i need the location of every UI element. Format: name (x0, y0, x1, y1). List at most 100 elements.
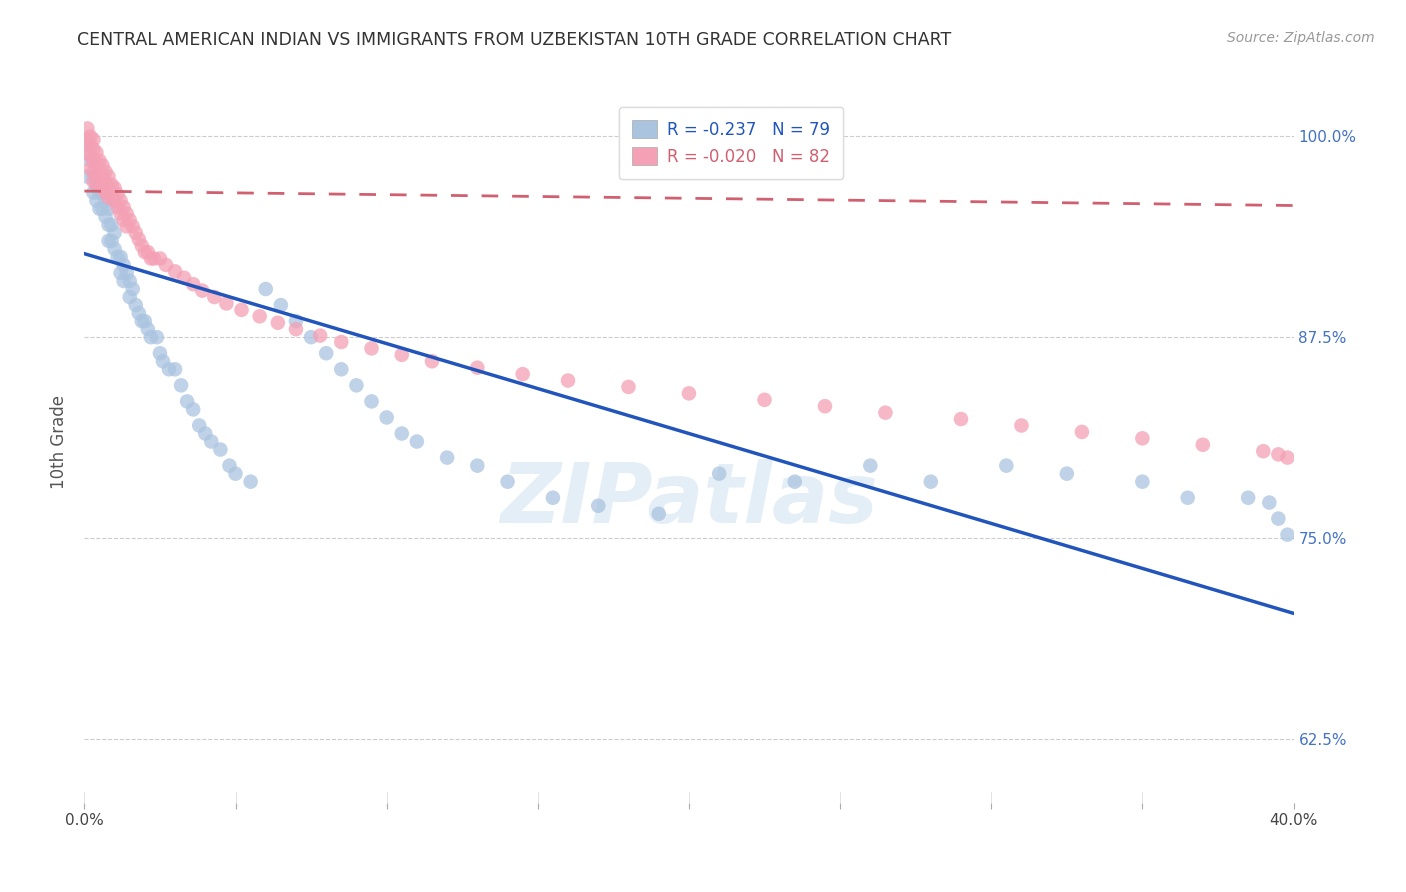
Point (299, 330, 322, 344)
Point (118, 290, 141, 304)
Point (754, 392, 776, 407)
Point (783, 475, 806, 489)
Point (97, 202, 120, 216)
Point (375, 410, 398, 425)
Point (202, 290, 225, 304)
Point (76, 169, 98, 184)
Point (94, 165, 117, 179)
Point (104, 242, 127, 256)
Legend: R = -0.237   N = 79, R = -0.020   N = 82: R = -0.237 N = 79, R = -0.020 N = 82 (619, 107, 844, 179)
Point (165, 264, 187, 278)
Point (496, 475, 519, 489)
Point (118, 274, 141, 288)
Point (1267, 511, 1289, 525)
Text: ZIPatlas: ZIPatlas (501, 458, 877, 540)
Point (94, 174, 117, 188)
Point (165, 362, 187, 376)
Point (100, 218, 122, 232)
Point (76, 137, 98, 152)
Point (1130, 431, 1153, 445)
Point (76, 133, 98, 147)
Point (128, 306, 150, 320)
Point (79, 137, 101, 152)
Point (121, 282, 143, 296)
Y-axis label: 10th Grade: 10th Grade (51, 394, 69, 489)
Point (134, 314, 156, 328)
Text: Source: ZipAtlas.com: Source: ZipAtlas.com (1227, 31, 1375, 45)
Point (100, 178, 122, 192)
Point (89, 174, 111, 188)
Point (91, 158, 114, 172)
Point (112, 200, 135, 214)
Point (218, 458, 240, 473)
Point (100, 189, 122, 203)
Point (285, 322, 308, 336)
Point (82, 169, 104, 184)
Point (191, 284, 214, 298)
Point (110, 194, 132, 208)
Point (149, 346, 172, 360)
Point (920, 475, 942, 489)
Point (1056, 467, 1078, 481)
Point (79, 129, 101, 144)
Point (97, 234, 120, 248)
Point (107, 187, 129, 202)
Point (86, 168, 108, 182)
Point (115, 206, 138, 220)
Point (112, 274, 135, 288)
Point (1071, 425, 1094, 439)
Point (82, 186, 104, 200)
Text: CENTRAL AMERICAN INDIAN VS IMMIGRANTS FROM UZBEKISTAN 10TH GRADE CORRELATION CHA: CENTRAL AMERICAN INDIAN VS IMMIGRANTS FR… (77, 31, 952, 49)
Point (170, 378, 193, 392)
Point (330, 334, 353, 349)
Point (97, 190, 120, 204)
Point (875, 406, 897, 420)
Point (91, 169, 114, 184)
Point (254, 282, 277, 296)
Point (107, 250, 129, 264)
Point (79, 161, 101, 176)
Point (1253, 444, 1275, 458)
Point (346, 378, 368, 392)
Point (155, 258, 177, 272)
Point (588, 499, 610, 513)
Point (94, 186, 117, 200)
Point (315, 346, 337, 360)
Point (82, 165, 104, 179)
Point (91, 202, 114, 216)
Point (115, 266, 138, 280)
Point (995, 458, 1018, 473)
Point (391, 348, 413, 362)
Point (86, 178, 108, 192)
Point (86, 157, 108, 171)
Point (112, 258, 135, 272)
Point (82, 153, 104, 168)
Point (104, 181, 127, 195)
Point (118, 213, 141, 227)
Point (1192, 438, 1215, 452)
Point (360, 342, 382, 356)
Point (678, 386, 700, 401)
Point (1130, 475, 1153, 489)
Point (115, 219, 138, 234)
Point (467, 458, 489, 473)
Point (267, 316, 290, 330)
Point (89, 202, 111, 216)
Point (176, 394, 198, 409)
Point (617, 380, 640, 394)
Point (110, 206, 132, 220)
Point (97, 181, 120, 195)
Point (1237, 491, 1260, 505)
Point (436, 450, 458, 465)
Point (200, 434, 222, 449)
Point (94, 210, 117, 224)
Point (859, 458, 882, 473)
Point (82, 142, 104, 156)
Point (1277, 450, 1299, 465)
Point (139, 252, 162, 266)
Point (125, 298, 148, 312)
Point (512, 367, 534, 381)
Point (86, 178, 108, 192)
Point (231, 302, 253, 317)
Point (107, 200, 129, 214)
